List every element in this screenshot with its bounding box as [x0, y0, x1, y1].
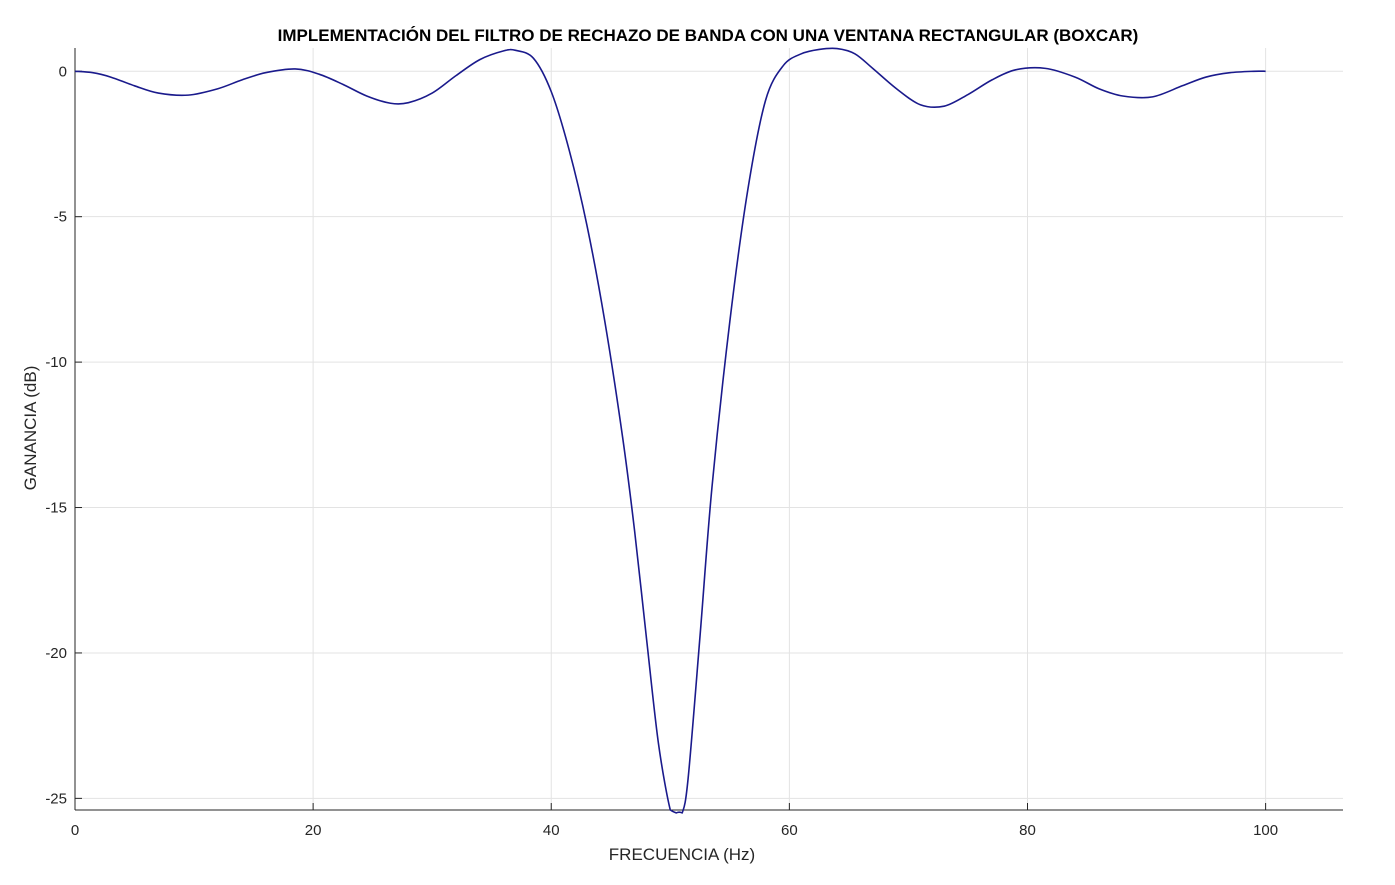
- x-tick-label: 60: [781, 822, 798, 839]
- axes: [74, 48, 1343, 811]
- y-tick-label: -15: [45, 500, 67, 517]
- x-tick-label: 0: [71, 822, 79, 839]
- x-axis-label: FRECUENCIA (Hz): [609, 845, 755, 864]
- y-tick-label: -25: [45, 790, 67, 807]
- x-tick-label: 40: [543, 822, 560, 839]
- series-line: [74, 47, 1266, 814]
- grid: [74, 48, 1343, 810]
- chart-title: IMPLEMENTACIÓN DEL FILTRO DE RECHAZO DE …: [278, 26, 1139, 45]
- x-tick-label: 100: [1253, 822, 1278, 839]
- y-tick-label: -10: [45, 354, 67, 371]
- y-tick-label: 0: [59, 63, 67, 80]
- y-tick-label: -5: [54, 209, 67, 226]
- tick-labels: 0 20 40 60 80 100 0 -5 -10 -15 -20 -25: [45, 63, 1278, 839]
- x-tick-label: 80: [1019, 822, 1036, 839]
- y-axis-label: GANANCIA (dB): [21, 366, 40, 491]
- plot-area: [74, 47, 1266, 814]
- x-tick-label: 20: [305, 822, 322, 839]
- y-tick-label: -20: [45, 645, 67, 662]
